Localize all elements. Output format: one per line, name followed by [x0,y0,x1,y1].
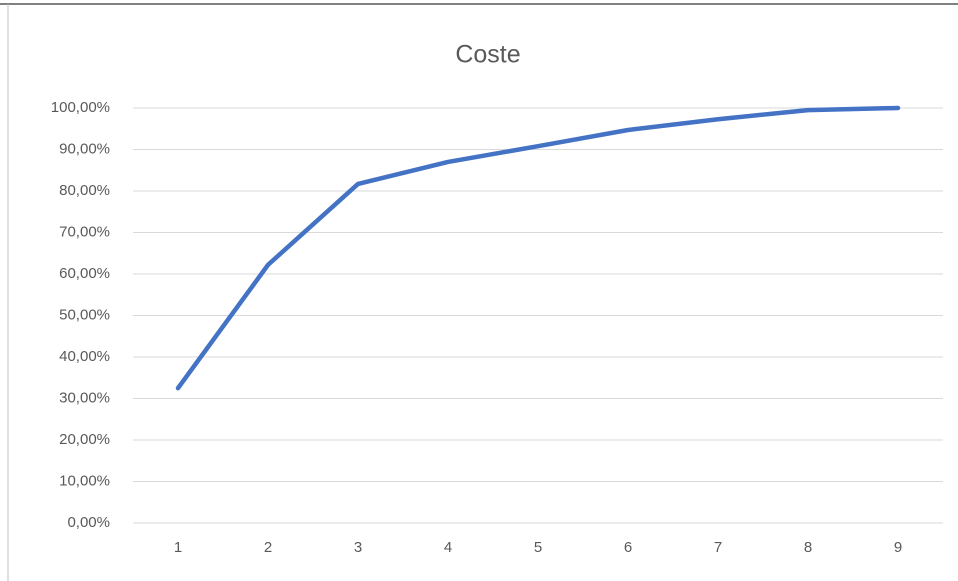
x-tick-label: 7 [714,539,722,556]
y-tick-label: 30,00% [59,389,110,406]
y-tick-label: 50,00% [59,306,110,323]
y-tick-label: 60,00% [59,265,110,282]
x-tick-label: 9 [894,539,902,556]
x-tick-label: 3 [354,539,362,556]
y-tick-label: 80,00% [59,182,110,199]
x-tick-label: 6 [624,539,632,556]
chart-title: Coste [455,41,520,69]
y-tick-label: 0,00% [67,514,110,531]
y-tick-label: 20,00% [59,431,110,448]
y-tick-label: 90,00% [59,140,110,157]
y-tick-label: 100,00% [51,99,110,116]
y-tick-label: 10,00% [59,472,110,489]
x-tick-label: 8 [804,539,812,556]
line-series [175,105,901,391]
x-tick-label: 1 [174,539,182,556]
x-tick-label: 2 [264,539,272,556]
y-tick-label: 40,00% [59,348,110,365]
x-tick-label: 5 [534,539,542,556]
y-tick-label: 70,00% [59,223,110,240]
x-tick-label: 4 [444,539,452,556]
